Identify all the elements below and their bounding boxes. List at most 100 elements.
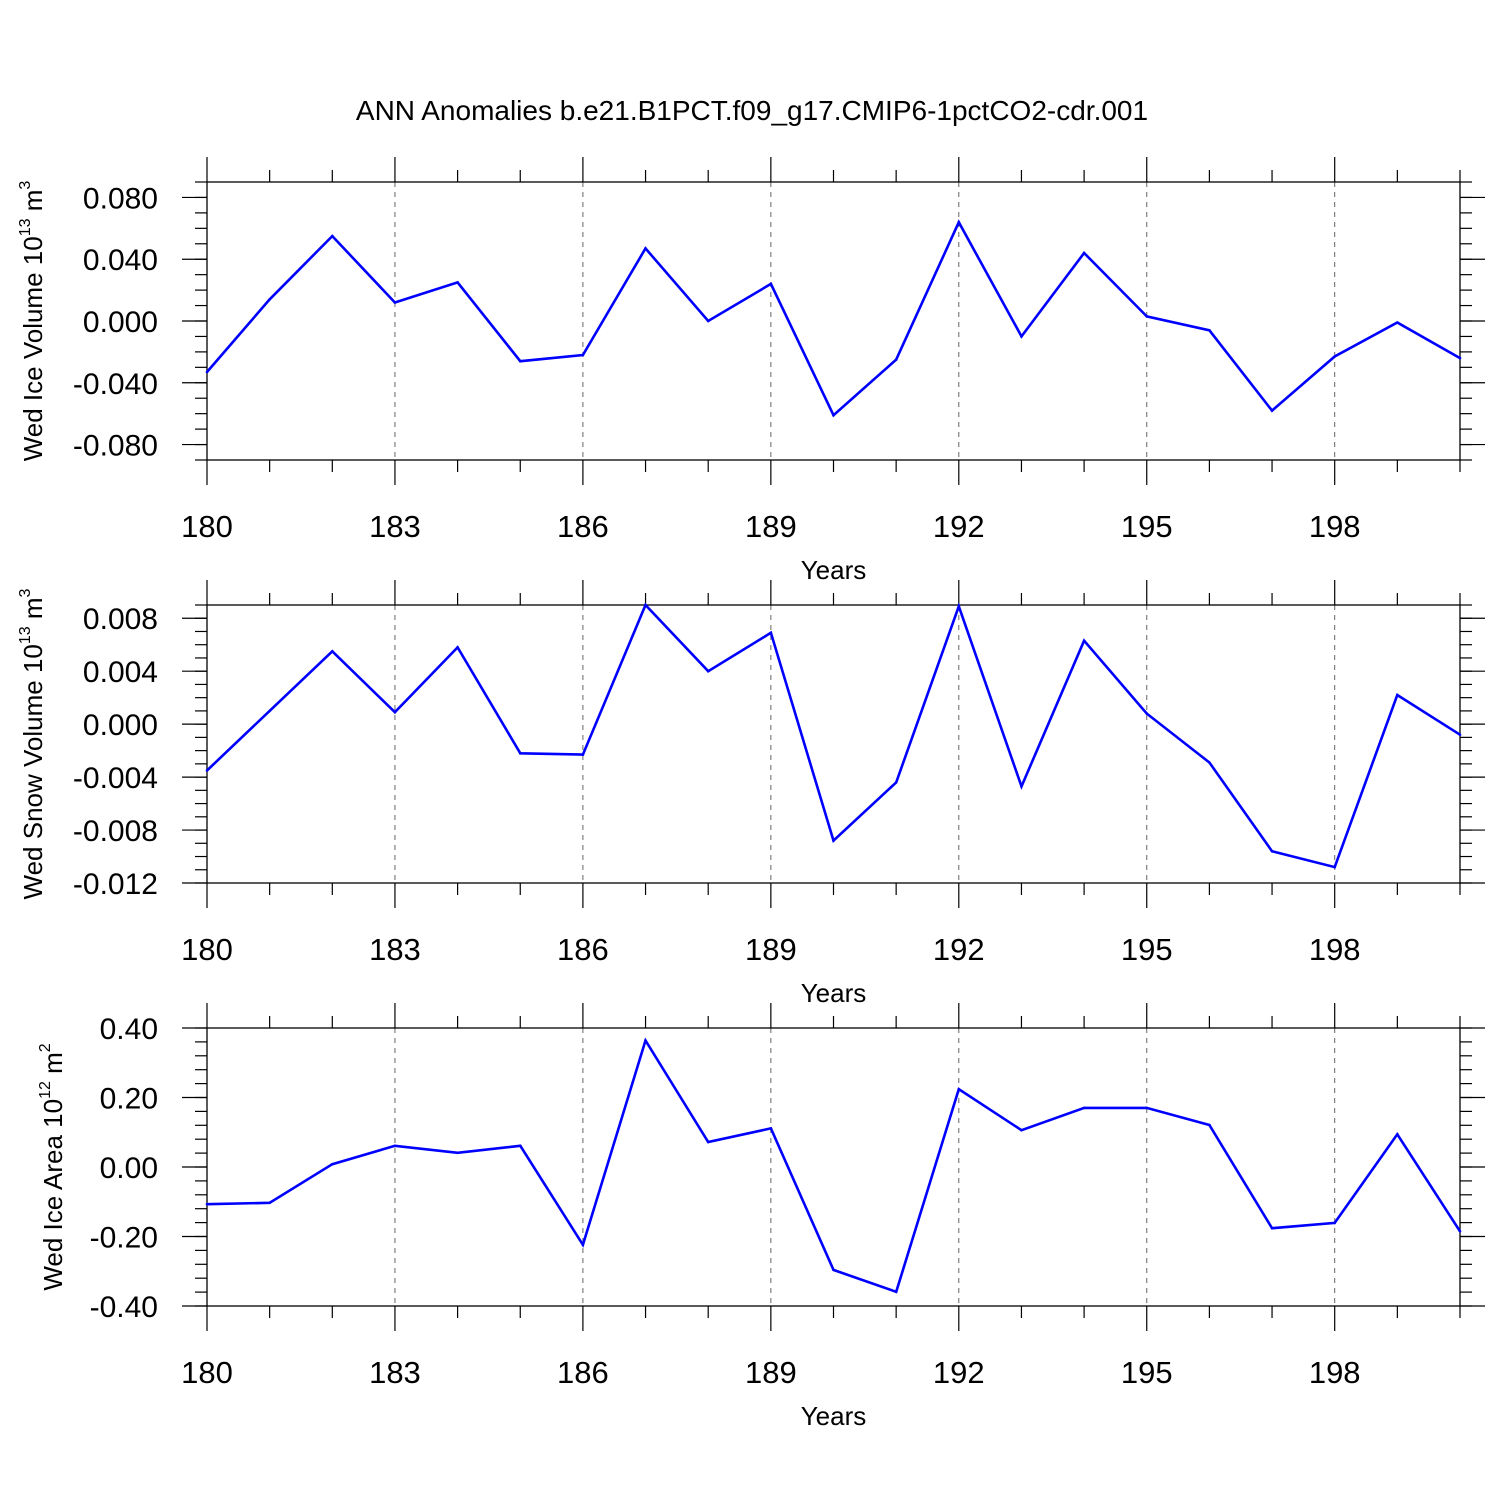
data-point [644,603,647,607]
y-tick-label: -0.40 [90,1291,158,1324]
data-point [1145,315,1149,318]
data-point [1396,693,1399,697]
data-point [205,769,209,772]
x-tick-label: 198 [1309,932,1361,967]
data-point [1270,849,1274,853]
y-tick-label: 0.000 [83,306,158,339]
x-tick-label: 186 [557,509,609,544]
data-point [894,1290,898,1294]
data-point [1396,1133,1399,1136]
y-tick-label: -0.012 [73,868,158,901]
data-point [518,359,522,363]
y-tick-label: -0.080 [73,430,158,463]
data-point [393,710,397,714]
data-point [518,751,522,755]
data-point [894,358,898,361]
y-axis-label-unit: m [18,190,48,219]
data-point [706,1140,710,1144]
data-point [268,709,271,713]
data-point [456,281,459,284]
y-tick-label: -0.008 [73,815,158,848]
chart-title: ANN Anomalies b.e21.B1PCT.f09_g17.CMIP6-… [356,95,1148,126]
data-point [1333,355,1336,358]
y-tick-label: -0.040 [73,368,158,401]
x-axis-label: Years [801,978,867,1008]
data-point [1333,1221,1336,1225]
x-tick-label: 183 [369,932,421,967]
data-point [1020,785,1023,788]
data-point [769,1127,773,1130]
data-point [957,1087,961,1091]
data-point [393,1144,397,1148]
y-axis-label-unit-exponent: 2 [37,1043,54,1052]
data-point [644,247,647,250]
panel-2: 180 183 186 189 192 195 198 0.008 0.004 0.000 -0.0… [17,580,1485,1008]
data-point [1333,865,1336,869]
data-point [268,298,271,301]
x-tick-label: 183 [369,1355,421,1390]
data-point [456,646,459,649]
data-point [1458,733,1462,737]
data-point [1270,1226,1274,1230]
y-axis-label-unit: m [38,1052,68,1081]
y-tick-label: 0.008 [83,603,158,636]
data-point [706,669,710,673]
y-axis-label-unit-exponent: 3 [17,588,34,597]
panels: 180 183 186 189 192 195 198 0.080 0.040 0.000 -0.0… [17,157,1485,1431]
x-tick-label: 198 [1309,509,1361,544]
y-tick-label: -0.20 [90,1222,158,1255]
x-tick-label: 186 [557,1355,609,1390]
data-point [832,839,835,842]
y-axis-label-exponent: 13 [17,626,34,644]
data-point [706,319,710,323]
y-tick-label: 0.00 [100,1152,158,1185]
data-point [268,1201,271,1205]
data-point [1082,639,1086,643]
data-point [456,1151,459,1155]
x-tick-label: 189 [745,932,797,967]
x-tick-label: 195 [1121,1355,1173,1390]
x-tick-label: 189 [745,509,797,544]
data-point [894,781,898,784]
y-axis-label-exponent: 12 [37,1081,54,1099]
x-tick-label: 195 [1121,932,1173,967]
x-tick-label: 192 [933,1355,985,1390]
x-tick-label: 198 [1309,1355,1361,1390]
data-point [832,413,835,417]
data-point [1082,1106,1086,1110]
y-axis-label: Wed Ice Area 1012 m2 [37,1043,68,1290]
panel-3: 180 183 186 189 192 195 198 0.40 0.20 0.00 -0.20 -0… [37,1003,1485,1431]
x-tick-label: 189 [745,1355,797,1390]
data-point [1396,321,1399,324]
y-tick-label: 0.000 [83,709,158,742]
y-axis-label-text: Wed Snow Volume 10 [18,644,48,899]
data-point [957,605,961,608]
data-point [1208,1123,1211,1127]
data-point [769,631,773,635]
data-point [1020,1128,1023,1132]
y-axis-label-text: Wed Ice Volume 10 [18,236,48,461]
y-axis-label-unit-exponent: 3 [17,181,34,190]
x-tick-label: 180 [181,932,233,967]
data-point [1458,356,1462,360]
data-point [1145,712,1149,715]
data-point [769,282,773,286]
data-point [1020,335,1023,338]
y-tick-label: 0.040 [83,244,158,277]
y-axis-label: Wed Snow Volume 1013 m3 [17,588,48,899]
y-tick-label: -0.004 [73,762,158,795]
data-point [1458,1229,1462,1233]
x-tick-label: 192 [933,932,985,967]
data-point [644,1039,647,1042]
x-tick-label: 183 [369,509,421,544]
panel-1: 180 183 186 189 192 195 198 0.080 0.040 0.000 -0.0… [17,157,1485,585]
y-tick-label: 0.004 [83,656,158,689]
data-point [205,370,209,374]
data-point [393,301,397,304]
y-axis-label: Wed Ice Volume 1013 m3 [17,181,48,462]
data-point [1208,761,1211,764]
data-point [1270,409,1274,412]
y-tick-label: 0.40 [100,1013,158,1046]
data-point [581,1243,585,1247]
